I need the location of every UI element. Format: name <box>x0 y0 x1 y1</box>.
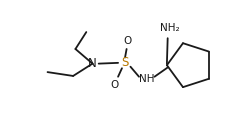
Text: NH₂: NH₂ <box>160 23 180 33</box>
Text: N: N <box>88 57 97 70</box>
Text: S: S <box>121 56 129 69</box>
Text: NH: NH <box>139 74 154 84</box>
Text: O: O <box>123 36 132 45</box>
Text: O: O <box>111 80 119 90</box>
